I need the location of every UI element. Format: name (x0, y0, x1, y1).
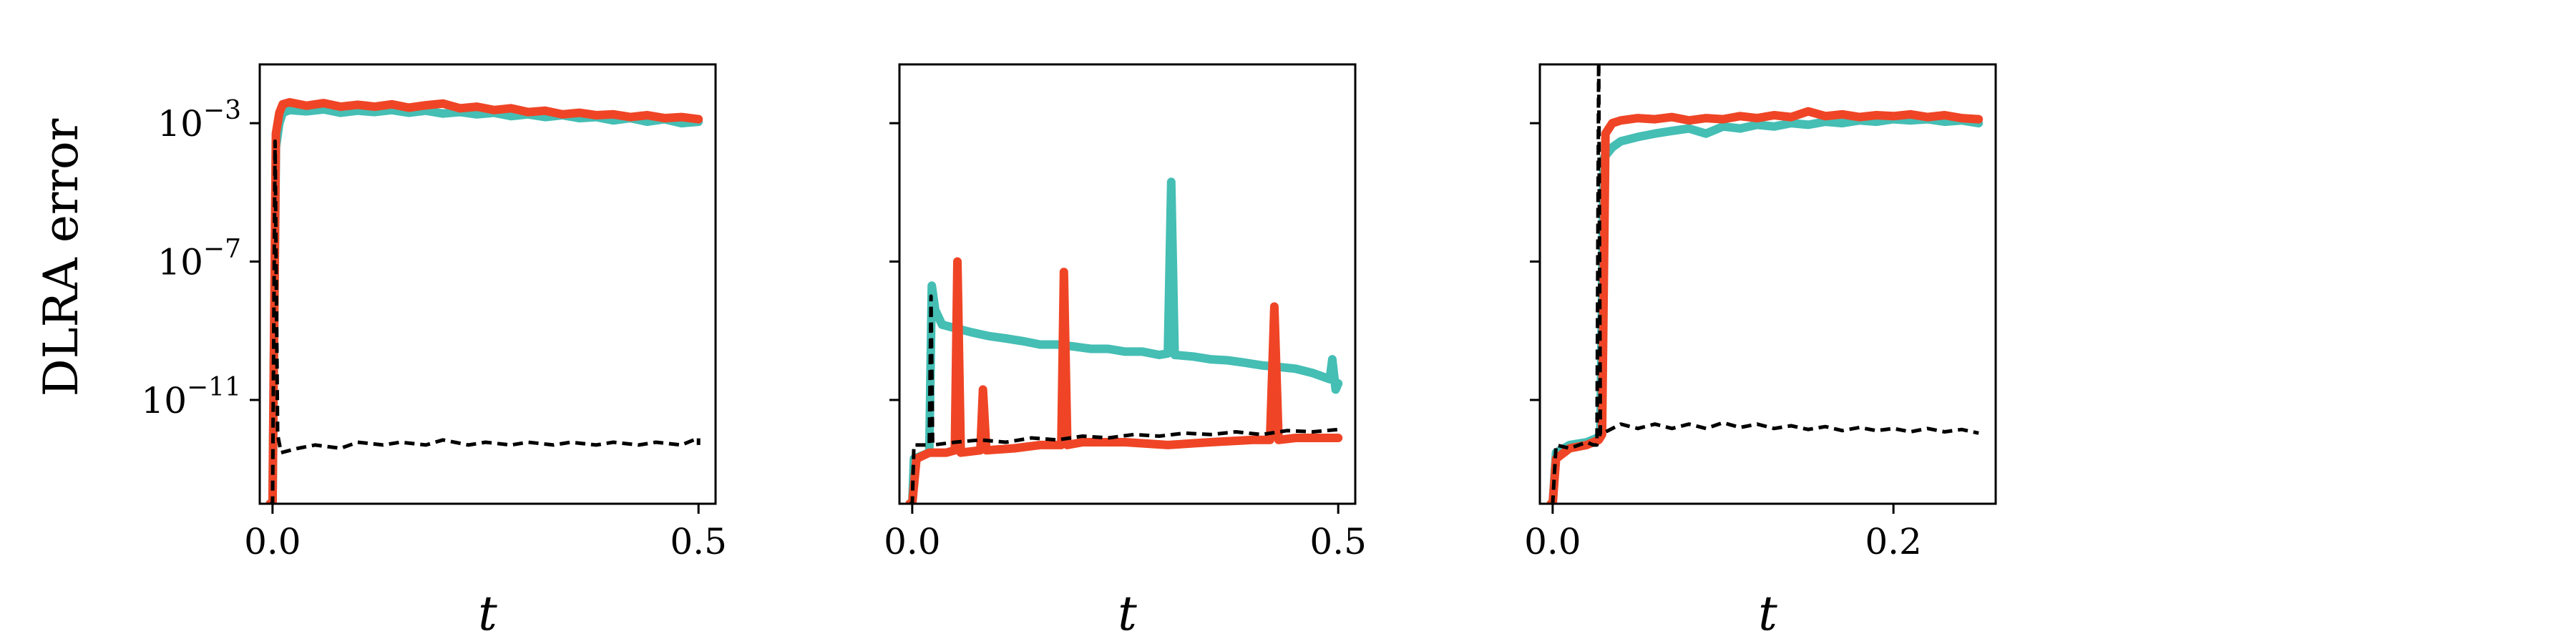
series-line-dashed (1551, 64, 1979, 504)
series-line-teal (265, 104, 703, 504)
x-tick-label: 0.2 (1865, 521, 1922, 562)
x-axis-label: t (1758, 586, 1777, 641)
y-axis-label: DLRA error (34, 118, 89, 396)
x-tick-label: 0.0 (244, 521, 301, 562)
y-tick-label: 10−11 (141, 373, 241, 421)
chart-panel-1: 10−3 10−7 10−11 0.0 0.5 t (141, 63, 727, 641)
series-line-red (905, 257, 1343, 504)
chart-panel-2: 0.0 0.5 t (884, 63, 1367, 641)
series-line-dashed (909, 294, 1339, 504)
series-line-red (1546, 107, 1984, 504)
plot-frame (1538, 63, 1997, 505)
y-tick-label: 10−3 (157, 96, 241, 145)
plot-frame (258, 63, 717, 505)
x-tick-label: 0.0 (884, 521, 941, 562)
chart-panel-3: 0.0 0.2 t (1524, 63, 1997, 641)
x-axis-label: t (478, 586, 497, 641)
series-line-dashed (270, 139, 701, 504)
series-line-red (265, 98, 703, 504)
x-tick-label: 0.5 (1309, 521, 1367, 562)
x-axis-label: t (1118, 586, 1137, 641)
x-tick-label: 0.0 (1524, 521, 1581, 562)
series-line-teal (905, 177, 1343, 504)
y-tick-label: 10−7 (157, 235, 241, 283)
x-tick-label: 0.5 (670, 521, 727, 562)
panels: 10−3 10−7 10−11 0.0 0.5 t 0.0 0.5 t 0.0 0.2 t (141, 63, 1997, 641)
plot-frame (898, 63, 1357, 505)
